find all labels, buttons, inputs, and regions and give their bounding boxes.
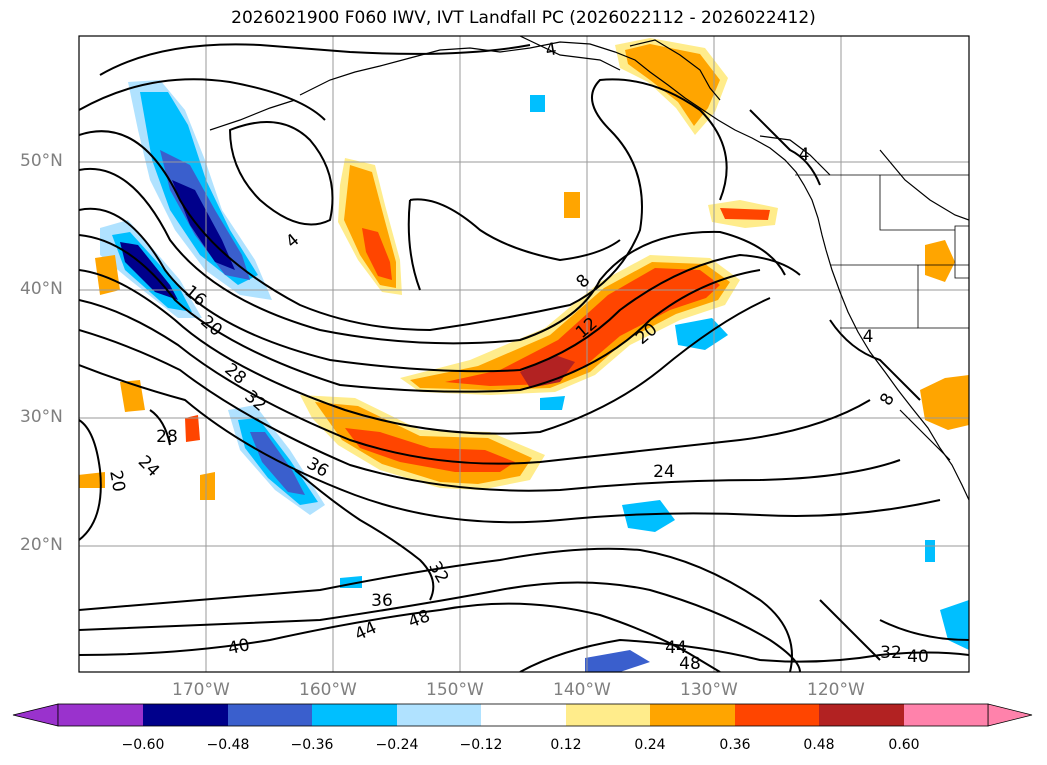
contour-lines	[79, 43, 969, 672]
positive-region	[362, 228, 392, 280]
positive-region	[185, 415, 200, 442]
positive-region	[720, 208, 770, 220]
map-frame	[78, 35, 970, 673]
colorbar	[12, 703, 1033, 727]
colorbar-tick-label: −0.60	[121, 737, 165, 753]
negative-region	[940, 600, 969, 650]
colorbar-tick-label: −0.36	[290, 737, 334, 753]
colorbar-tick-label: −0.12	[459, 737, 503, 753]
lon-label-140w: 140°W	[553, 680, 611, 700]
positive-region	[345, 428, 515, 472]
colorbar-tick-label: −0.48	[206, 737, 250, 753]
colorbar-segment	[397, 704, 481, 726]
colorbar-tick-label: 0.24	[634, 737, 666, 753]
colorbar-frame	[57, 703, 989, 727]
lat-label-40n: 40°N	[20, 279, 63, 299]
lon-label-120w: 120°W	[807, 680, 865, 700]
contour-label: 4	[544, 39, 558, 61]
positive-region	[200, 472, 215, 500]
contour-label: 48	[679, 654, 701, 674]
positive-region	[445, 268, 720, 386]
lat-label-30n: 30°N	[20, 407, 63, 427]
contour-label: 4	[863, 327, 874, 347]
lon-label-130w: 130°W	[680, 680, 738, 700]
lat-label-50n: 50°N	[20, 151, 63, 171]
colorbar-high-extension	[987, 703, 1033, 727]
positive-region	[564, 192, 580, 218]
colorbar-segment	[904, 704, 988, 726]
positive-region	[520, 355, 575, 388]
contour-label: 28	[156, 427, 178, 447]
colorbar-tick-label: −0.24	[375, 737, 419, 753]
positive-region	[95, 255, 120, 295]
contour-label: 24	[653, 462, 675, 482]
colorbar-low-extension	[12, 703, 59, 727]
positive-region	[925, 240, 955, 282]
negative-region	[925, 540, 935, 562]
colorbar-tick-label: 0.60	[888, 737, 920, 753]
contour-label: 40	[226, 635, 251, 659]
negative-region	[585, 650, 650, 672]
positive-region	[79, 472, 105, 488]
colorbar-segment	[566, 704, 650, 726]
positive-region	[920, 375, 969, 430]
contour-label: 20	[105, 469, 128, 494]
colorbar-segment	[143, 704, 228, 726]
contour-label: 4	[799, 145, 810, 165]
colorbar-segment	[481, 704, 566, 726]
contour-label: 36	[371, 591, 393, 611]
negative-region	[675, 318, 728, 350]
colorbar-tick-label: 0.36	[719, 737, 751, 753]
lon-label-150w: 150°W	[426, 680, 484, 700]
negative-region	[622, 500, 675, 532]
lon-label-160w: 160°W	[299, 680, 357, 700]
colorbar-segment	[58, 704, 143, 726]
contour-label: 40	[907, 647, 929, 667]
colorbar-segment	[312, 704, 397, 726]
positive-region	[120, 380, 145, 412]
colorbar-tick-label: 0.12	[550, 737, 582, 753]
colorbar-segment	[650, 704, 735, 726]
colorbar-segment	[735, 704, 819, 726]
graticule	[79, 36, 969, 672]
lat-label-20n: 20°N	[20, 535, 63, 555]
map-title: 2026021900 F060 IWV, IVT Landfall PC (20…	[231, 8, 816, 28]
lon-label-170w: 170°W	[172, 680, 230, 700]
colorbar-tick-label: 0.48	[803, 737, 835, 753]
colorbar-segment	[228, 704, 312, 726]
political-borders	[795, 174, 969, 329]
contour-label: 44	[665, 638, 687, 658]
negative-region	[250, 432, 305, 495]
contour-label: 32	[880, 643, 902, 663]
colorbar-segment	[819, 704, 904, 726]
negative-region	[540, 396, 565, 410]
negative-region	[530, 95, 545, 112]
